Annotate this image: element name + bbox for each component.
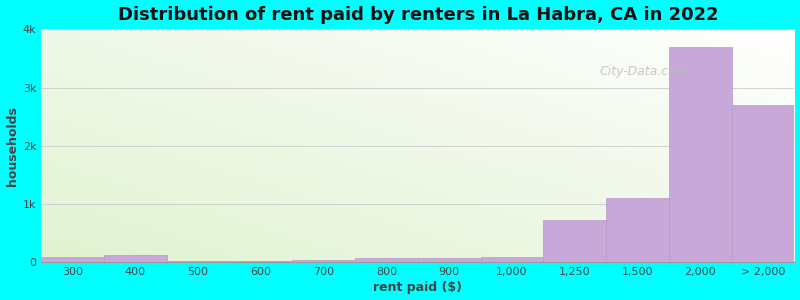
Bar (481, 256, 543, 262)
X-axis label: rent paid ($): rent paid ($) (374, 281, 462, 294)
Y-axis label: households: households (6, 106, 18, 186)
Bar (543, 220, 606, 262)
Bar (230, 261, 292, 262)
Bar (104, 255, 166, 262)
Bar (166, 261, 230, 262)
Text: City-Data.com: City-Data.com (599, 65, 688, 78)
Bar (42, 256, 104, 262)
Bar (292, 260, 355, 262)
Bar (732, 105, 794, 262)
Bar (606, 198, 669, 262)
Bar (418, 258, 481, 262)
Bar (355, 258, 418, 262)
Title: Distribution of rent paid by renters in La Habra, CA in 2022: Distribution of rent paid by renters in … (118, 6, 718, 24)
Bar (669, 47, 732, 262)
